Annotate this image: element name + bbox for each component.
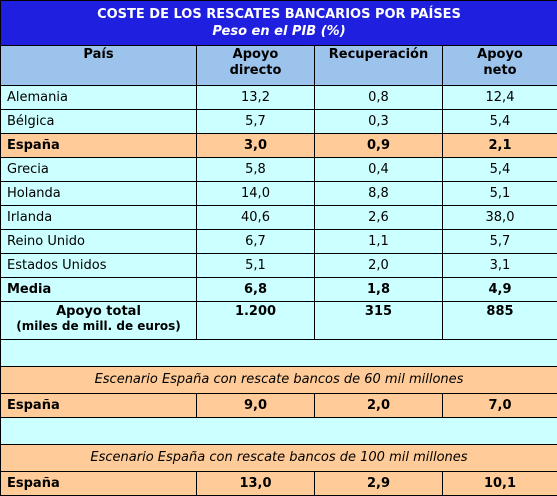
header-recuperacion: Recuperación (315, 46, 443, 86)
cell-recup: 2,0 (315, 254, 443, 278)
cell-neto: 5,4 (443, 158, 557, 182)
cell-neto: 4,9 (443, 278, 557, 302)
header-apoyo-neto-line1: Apoyo (477, 47, 523, 62)
cell-directo: 5,8 (197, 158, 315, 182)
header-apoyo-neto-line2: neto (483, 63, 516, 78)
scenario1-title: Escenario España con rescate bancos de 6… (1, 367, 557, 394)
table-row: Reino Unido 6,7 1,1 5,7 (1, 230, 557, 254)
cell-directo: 6,8 (197, 278, 315, 302)
cell-directo: 13,0 (197, 472, 315, 496)
cell-recup: 0,8 (315, 86, 443, 110)
cell-directo: 3,0 (197, 134, 315, 158)
table-subtitle: Peso en el PIB (%) (1, 23, 557, 40)
cell-directo: 5,1 (197, 254, 315, 278)
scenario-title-row: Escenario España con rescate bancos de 6… (1, 367, 557, 394)
cell-recup: 8,8 (315, 182, 443, 206)
header-apoyo-directo-line2: directo (230, 63, 282, 78)
cell-total-neto: 885 (443, 302, 557, 340)
scenario-title-row: Escenario España con rescate bancos de 1… (1, 445, 557, 472)
total-unit: (miles de mill. de euros) (16, 319, 181, 333)
table-row: Grecia 5,8 0,4 5,4 (1, 158, 557, 182)
cell-neto: 10,1 (443, 472, 557, 496)
cell-pais: Bélgica (1, 110, 197, 134)
cell-neto: 3,1 (443, 254, 557, 278)
header-apoyo-directo-line1: Apoyo (233, 47, 279, 62)
cell-neto: 5,7 (443, 230, 557, 254)
cell-directo: 40,6 (197, 206, 315, 230)
table-row: Holanda 14,0 8,8 5,1 (1, 182, 557, 206)
cell-recup: 1,1 (315, 230, 443, 254)
table-row: Irlanda 40,6 2,6 38,0 (1, 206, 557, 230)
cell-pais: Grecia (1, 158, 197, 182)
cell-neto: 38,0 (443, 206, 557, 230)
cell-directo: 14,0 (197, 182, 315, 206)
cell-pais: Estados Unidos (1, 254, 197, 278)
cell-directo: 5,7 (197, 110, 315, 134)
total-row: Apoyo total(miles de mill. de euros) 1.2… (1, 302, 557, 340)
cell-pais: Irlanda (1, 206, 197, 230)
cell-pais: Media (1, 278, 197, 302)
cell-directo: 13,2 (197, 86, 315, 110)
table-title: COSTE DE LOS RESCATES BANCARIOS POR PAÍS… (1, 6, 557, 23)
cell-neto: 12,4 (443, 86, 557, 110)
cell-total-directo: 1.200 (197, 302, 315, 340)
cell-pais: Holanda (1, 182, 197, 206)
cell-neto: 7,0 (443, 394, 557, 418)
cell-recup: 0,4 (315, 158, 443, 182)
cell-pais: España (1, 472, 197, 496)
cell-pais: Reino Unido (1, 230, 197, 254)
scenario2-title: Escenario España con rescate bancos de 1… (1, 445, 557, 472)
scenario2-row: España 13,0 2,9 10,1 (1, 472, 557, 496)
cell-recup: 0,3 (315, 110, 443, 134)
table-row-highlight: España 3,0 0,9 2,1 (1, 134, 557, 158)
spacer-row (1, 418, 557, 445)
cell-total-recup: 315 (315, 302, 443, 340)
cell-recup: 2,6 (315, 206, 443, 230)
header-pais: País (1, 46, 197, 86)
cell-total-label: Apoyo total(miles de mill. de euros) (1, 302, 197, 340)
total-label: Apoyo total (56, 304, 141, 319)
cell-pais: Alemania (1, 86, 197, 110)
cell-neto: 5,1 (443, 182, 557, 206)
cell-neto: 5,4 (443, 110, 557, 134)
spacer-row (1, 340, 557, 367)
scenario1-row: España 9,0 2,0 7,0 (1, 394, 557, 418)
cell-recup: 1,8 (315, 278, 443, 302)
table-row: Estados Unidos 5,1 2,0 3,1 (1, 254, 557, 278)
cell-recup: 2,9 (315, 472, 443, 496)
cell-recup: 0,9 (315, 134, 443, 158)
cell-pais: España (1, 134, 197, 158)
cell-recup: 2,0 (315, 394, 443, 418)
cell-neto: 2,1 (443, 134, 557, 158)
table-title-cell: COSTE DE LOS RESCATES BANCARIOS POR PAÍS… (1, 1, 557, 46)
cell-pais: España (1, 394, 197, 418)
table-row-media: Media 6,8 1,8 4,9 (1, 278, 557, 302)
table-row: Alemania 13,2 0,8 12,4 (1, 86, 557, 110)
cell-directo: 6,7 (197, 230, 315, 254)
cell-directo: 9,0 (197, 394, 315, 418)
table-row: Bélgica 5,7 0,3 5,4 (1, 110, 557, 134)
